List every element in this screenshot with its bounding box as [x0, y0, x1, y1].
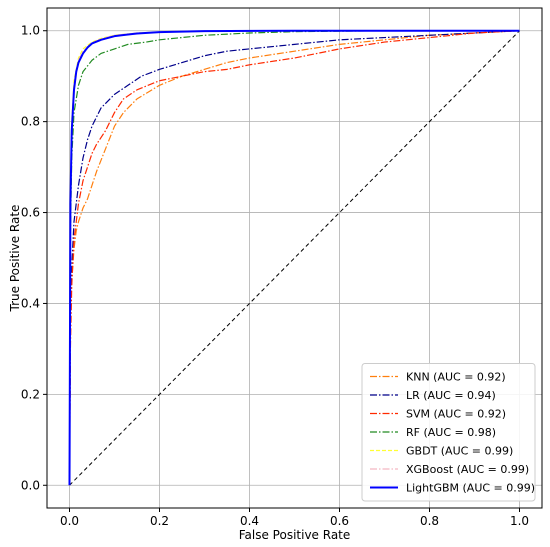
x-tick-label: 1.0: [510, 514, 529, 528]
legend-label: RF (AUC = 0.98): [406, 426, 496, 439]
y-tick-label: 0.8: [21, 115, 40, 129]
grid: [47, 8, 542, 508]
x-tick-label: 0.4: [240, 514, 259, 528]
y-tick-label: 0.0: [21, 478, 40, 492]
x-tick-label: 0.8: [420, 514, 439, 528]
chance-diagonal-line: [69, 30, 520, 486]
legend-label: GBDT (AUC = 0.99): [406, 445, 513, 458]
x-axis-label: False Positive Rate: [239, 528, 351, 542]
legend-label: KNN (AUC = 0.92): [406, 371, 506, 384]
roc-curve-rf: [68, 30, 520, 486]
legend-box: [361, 363, 536, 502]
legend-label: SVM (AUC = 0.92): [406, 408, 506, 421]
legend: KNN (AUC = 0.92) LR (AUC = 0.94) SVM (AUC …: [361, 363, 536, 502]
y-tick-label: 1.0: [21, 24, 40, 38]
plot-frame: [46, 7, 543, 509]
roc-curve-knn: [68, 30, 520, 486]
y-axis-label: True Positive Rate: [8, 205, 22, 313]
x-tick-label: 0.0: [60, 514, 79, 528]
roc-curve-lightgbm: [68, 29, 520, 486]
x-tick-label: 0.2: [150, 514, 169, 528]
plot-area: [68, 29, 520, 486]
roc-curve-lr: [68, 30, 520, 486]
legend-label: LR (AUC = 0.94): [406, 389, 496, 402]
x-tick-label: 0.6: [330, 514, 349, 528]
y-tick-label: 0.4: [21, 296, 40, 310]
roc-curve-svm: [68, 30, 520, 486]
legend-label: LightGBM (AUC = 0.99): [406, 482, 535, 495]
roc-curve-gbdt: [68, 30, 520, 486]
y-tick-label: 0.6: [21, 206, 40, 220]
legend-label: XGBoost (AUC = 0.99): [406, 463, 529, 476]
axis-ticks: 0.0 0.2 0.4 0.6 0.8 1.0 0.0 0.2 0.4 0.6 0.8 1.0: [21, 24, 529, 528]
y-tick-label: 0.2: [21, 387, 40, 401]
